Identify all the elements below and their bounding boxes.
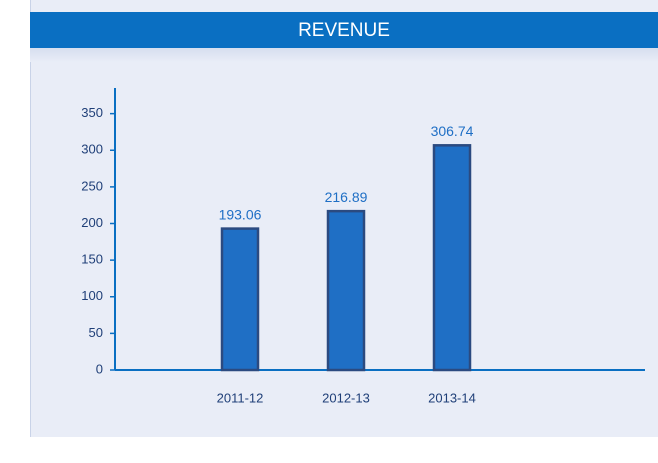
y-tick-label: 300	[81, 142, 103, 157]
data-label: 306.74	[431, 123, 474, 139]
y-tick-label: 50	[89, 325, 103, 340]
y-tick-label: 350	[81, 105, 103, 120]
y-tick-label: 200	[81, 215, 103, 230]
data-label: 193.06	[219, 206, 262, 222]
chart-title: REVENUE	[30, 12, 658, 48]
x-tick-label: 2012-13	[322, 390, 370, 405]
y-tick-label: 100	[81, 288, 103, 303]
bar	[326, 209, 366, 372]
data-label: 216.89	[325, 189, 368, 205]
x-tick-label: 2013-14	[428, 390, 476, 405]
y-tick-label: 250	[81, 178, 103, 193]
y-tick-label: 0	[96, 361, 103, 376]
bar	[220, 227, 260, 372]
bar	[432, 144, 472, 372]
separator	[30, 48, 658, 62]
y-tick-label: 150	[81, 252, 103, 267]
x-tick-label: 2011-12	[217, 390, 264, 405]
